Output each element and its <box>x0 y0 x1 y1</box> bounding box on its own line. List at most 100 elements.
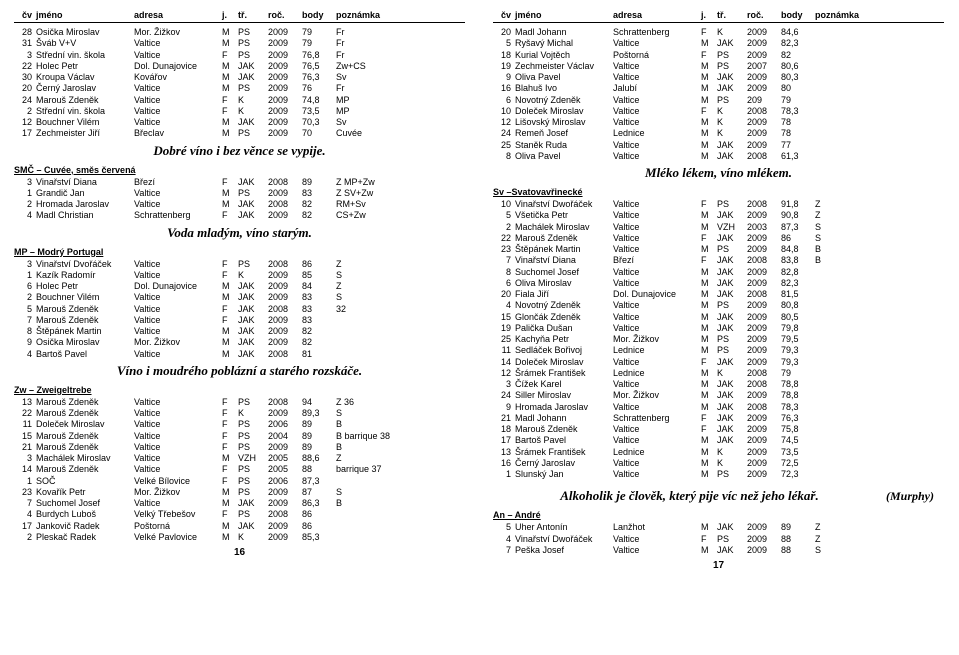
cell-adresa: Valtice <box>134 326 222 337</box>
cell-pozn <box>815 379 885 390</box>
cell-pozn <box>815 61 885 72</box>
table-row: 18Kurial VojtěchPoštornáFPS200982 <box>493 50 944 61</box>
cell-jmeno: Bouchner Vilém <box>36 117 134 128</box>
cell-j: M <box>701 390 717 401</box>
cell-body: 88 <box>781 534 815 545</box>
cell-tr: K <box>717 368 747 379</box>
cell-body: 79 <box>302 38 336 49</box>
cell-roc: 2009 <box>747 267 781 278</box>
table-row: 9Oliva PavelValticeMJAK200980,3 <box>493 72 944 83</box>
cell-pozn: Z <box>336 453 406 464</box>
cell-j: M <box>701 289 717 300</box>
cell-j: F <box>222 315 238 326</box>
cell-tr: JAK <box>717 312 747 323</box>
cell-adresa: Lednice <box>613 345 701 356</box>
hdr-body: body <box>781 10 815 20</box>
cell-cv: 12 <box>493 117 515 128</box>
cell-tr: JAK <box>238 304 268 315</box>
cell-j: M <box>222 27 238 38</box>
cell-roc: 2008 <box>268 177 302 188</box>
cell-pozn <box>815 128 885 139</box>
cell-cv: 4 <box>493 534 515 545</box>
cell-jmeno: Doleček Miroslav <box>515 106 613 117</box>
cell-roc: 2009 <box>268 61 302 72</box>
cell-tr: K <box>717 27 747 38</box>
table-row: 25Staněk RudaValticeMJAK200977 <box>493 140 944 151</box>
cell-adresa: Valtice <box>134 292 222 303</box>
cell-adresa: Valtice <box>613 300 701 311</box>
cell-body: 94 <box>302 397 336 408</box>
cell-body: 89 <box>302 419 336 430</box>
cell-pozn: 32 <box>336 304 406 315</box>
cell-tr: PS <box>717 345 747 356</box>
cell-body: 87,3 <box>302 476 336 487</box>
cell-adresa: Valtice <box>613 61 701 72</box>
right-block2: 10Vinařství DwořáčekValticeFPS200891,8Z5… <box>493 199 944 480</box>
cell-jmeno: Slunský Jan <box>515 469 613 480</box>
cell-jmeno: Marouš Zdeněk <box>36 397 134 408</box>
cell-j: M <box>222 128 238 139</box>
cell-adresa: Valtice <box>134 419 222 430</box>
cell-cv: 31 <box>14 38 36 49</box>
cell-roc: 2009 <box>268 106 302 117</box>
cell-body: 88 <box>302 464 336 475</box>
cell-tr: PS <box>238 419 268 430</box>
cell-cv: 7 <box>14 315 36 326</box>
cell-body: 79,3 <box>781 345 815 356</box>
cell-pozn: CS+Zw <box>336 210 406 221</box>
cell-j: F <box>222 106 238 117</box>
cell-adresa: Lednice <box>613 128 701 139</box>
cell-cv: 1 <box>14 188 36 199</box>
right-block3: 5Uher AntonínLanžhotMJAK200989Z4Vinařstv… <box>493 522 944 556</box>
cell-tr: JAK <box>238 337 268 348</box>
cell-tr: K <box>717 128 747 139</box>
cell-roc: 2009 <box>747 128 781 139</box>
section-heading: SMČ – Cuvée, směs červená <box>14 165 465 175</box>
table-row: 4Bartoš PavelValticeMJAK200881 <box>14 349 465 360</box>
table-row: 24Remeň JosefLedniceMK200978 <box>493 128 944 139</box>
cell-j: M <box>701 140 717 151</box>
cell-adresa: Valtice <box>134 95 222 106</box>
table-row: 23Kovařík PetrMor. ŽižkovMPS200987S <box>14 487 465 498</box>
table-row: 10Vinařství DwořáčekValticeFPS200891,8Z <box>493 199 944 210</box>
cell-cv: 2 <box>493 222 515 233</box>
cell-cv: 2 <box>14 532 36 543</box>
cell-body: 86 <box>302 509 336 520</box>
cell-body: 76,3 <box>781 413 815 424</box>
table-row: 3Vinařství DianaBřezíFJAK200889Z MP+Zw <box>14 177 465 188</box>
cell-body: 79 <box>302 27 336 38</box>
cell-cv: 5 <box>493 38 515 49</box>
cell-jmeno: Marouš Zdeněk <box>515 424 613 435</box>
page-spread: čv jméno adresa j. tř. roč. body poznámk… <box>0 0 959 581</box>
cell-j: M <box>222 117 238 128</box>
cell-adresa: Valtice <box>134 50 222 61</box>
cell-adresa: Dol. Dunajovice <box>134 61 222 72</box>
cell-pozn: Fr <box>336 83 406 94</box>
cell-jmeno: Lišovský Miroslav <box>515 117 613 128</box>
cell-tr: PS <box>238 38 268 49</box>
table-row: 24Siller MiroslavMor. ŽižkovMJAK200978,8 <box>493 390 944 401</box>
cell-j: M <box>222 532 238 543</box>
cell-adresa: Valtice <box>134 397 222 408</box>
cell-jmeno: Oliva Miroslav <box>515 278 613 289</box>
cell-adresa: Valtice <box>613 72 701 83</box>
cell-adresa: Valtice <box>134 188 222 199</box>
cell-adresa: Valtice <box>613 38 701 49</box>
cell-adresa: Valtice <box>613 469 701 480</box>
cell-roc: 2008 <box>747 199 781 210</box>
cell-j: M <box>222 292 238 303</box>
cell-tr: JAK <box>717 522 747 533</box>
cell-roc: 2003 <box>747 222 781 233</box>
cell-roc: 2009 <box>268 281 302 292</box>
cell-jmeno: Kazík Radomír <box>36 270 134 281</box>
cell-pozn: B <box>815 255 885 266</box>
cell-body: 89,3 <box>302 408 336 419</box>
table-row: 2Machálek MiroslavValticeMVZH200387,3S <box>493 222 944 233</box>
cell-j: M <box>701 267 717 278</box>
cell-jmeno: Kurial Vojtěch <box>515 50 613 61</box>
table-row: 14Marouš ZdeněkValticeFPS200588barrique … <box>14 464 465 475</box>
cell-jmeno: Marouš Zdeněk <box>36 464 134 475</box>
cell-adresa: Valtice <box>613 267 701 278</box>
cell-pozn: barrique 37 <box>336 464 406 475</box>
cell-tr: JAK <box>717 435 747 446</box>
